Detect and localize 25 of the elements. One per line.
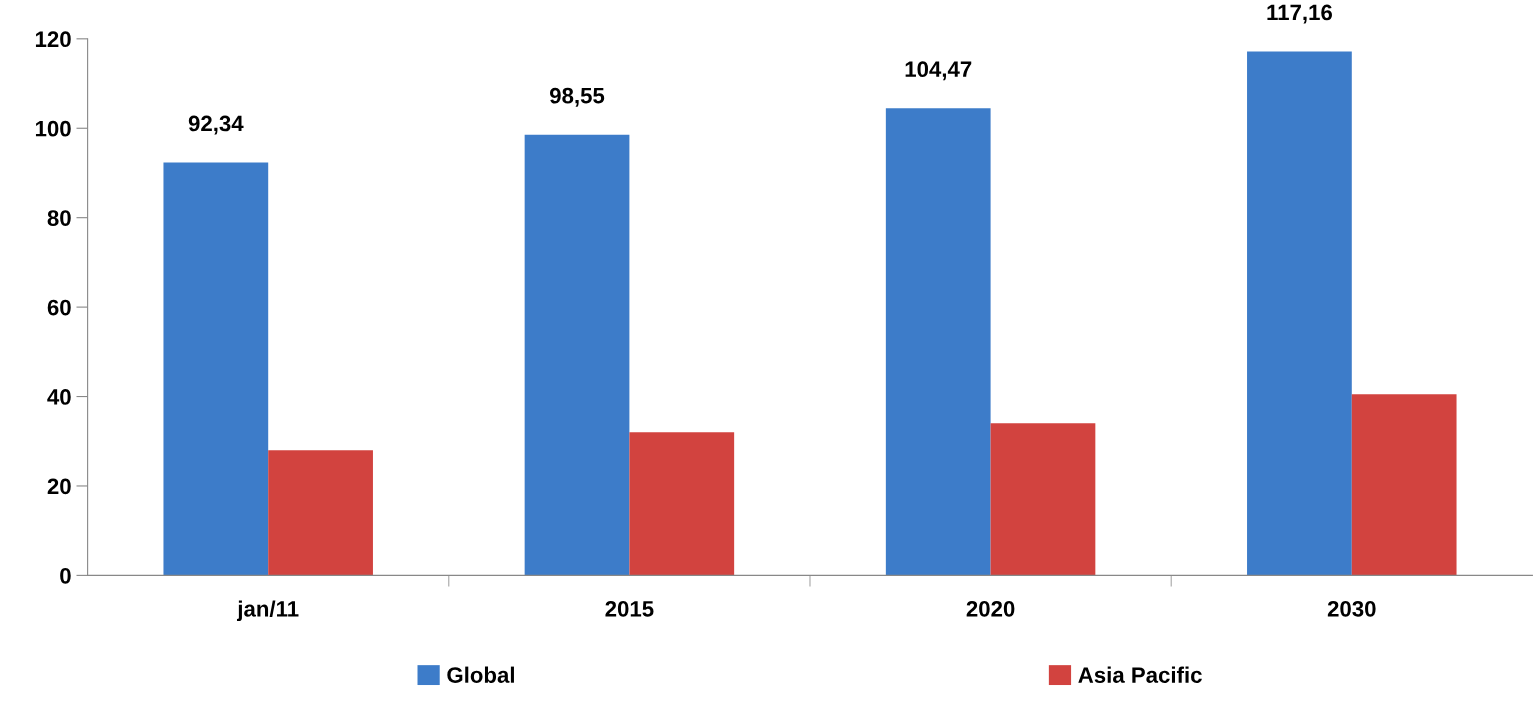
y-tick-label: 80 [47,210,71,226]
y-tick-label: 100 [35,120,71,137]
bar [524,134,630,576]
bar [1247,51,1352,576]
y-tick-label: 0 [60,567,71,584]
y-tick-label: 40 [47,389,71,405]
x-tick-label: 2015 [605,600,654,617]
legend-label: Asia Pacific [1078,666,1202,683]
bar [268,450,373,576]
bar [990,423,1096,576]
x-tick-label: jan/11 [236,600,299,622]
bar [163,162,269,576]
bar [629,432,735,576]
legend-label: Global [447,666,514,683]
data-label: 104,47 [905,61,972,81]
data-label: 117,16 [1267,4,1332,24]
y-tick-label: 60 [47,299,71,316]
data-label: 92,34 [188,115,244,135]
data-label: 98,55 [550,87,605,107]
bar [1351,394,1457,576]
bar [885,108,991,576]
y-tick-label: 20 [47,478,71,495]
y-tick-label: 120 [35,31,71,48]
x-tick-label: 2030 [1327,600,1376,617]
x-tick-label: 2020 [966,600,1015,617]
